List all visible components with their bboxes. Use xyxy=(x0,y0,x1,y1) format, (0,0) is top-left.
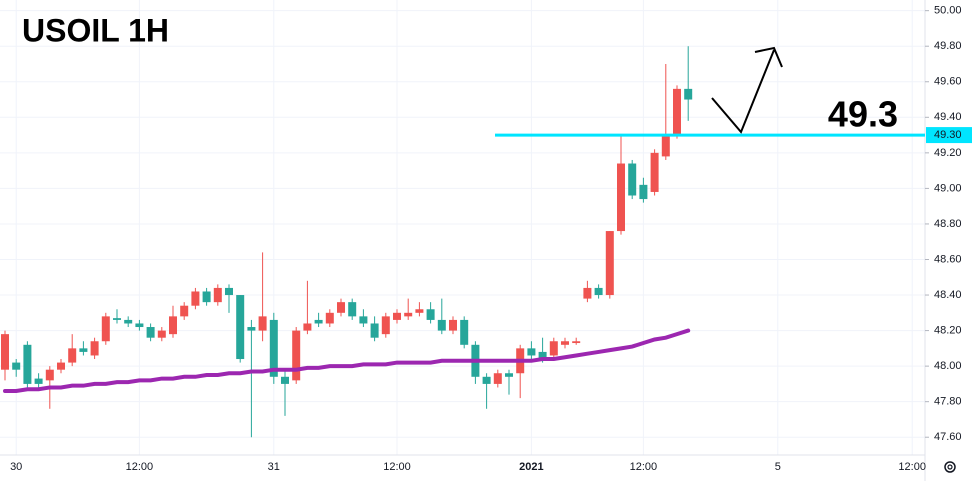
candle-body xyxy=(337,302,345,313)
candle-body xyxy=(359,316,368,324)
candle-body xyxy=(292,330,301,381)
candle-body xyxy=(180,305,189,317)
candle-body xyxy=(202,291,211,303)
y-tick-label: 49.20 xyxy=(934,147,962,159)
y-tick-label: 48.80 xyxy=(934,218,962,230)
y-tick-label: 47.80 xyxy=(934,396,962,408)
candle-body xyxy=(673,88,681,136)
y-tick-label: 49.40 xyxy=(934,111,962,123)
candle-body xyxy=(34,378,43,384)
candle-body xyxy=(437,319,446,331)
gear[interactable] xyxy=(944,461,956,473)
candle-body xyxy=(146,327,155,338)
candle-body xyxy=(684,88,693,100)
candle-body xyxy=(661,135,670,157)
candle-body xyxy=(460,319,469,345)
candle-body xyxy=(57,362,65,370)
x-tick-label: 12:00 xyxy=(126,461,154,473)
candle-body xyxy=(191,291,200,306)
x-tick-label: 31 xyxy=(268,461,280,473)
candle-body xyxy=(549,341,558,356)
candle-body xyxy=(370,323,379,338)
level-label: 49.30 xyxy=(934,129,962,141)
x-tick-label: 12:00 xyxy=(630,461,658,473)
candle-body xyxy=(236,295,245,360)
chart-title: USOIL 1H xyxy=(22,12,169,48)
y-tick-label: 48.60 xyxy=(934,253,962,265)
candle-body xyxy=(213,287,222,303)
y-tick-label: 49.80 xyxy=(934,40,962,52)
candle-body xyxy=(23,344,32,384)
candle-body xyxy=(381,316,390,335)
moving-average xyxy=(3,328,691,394)
y-tick-label: 49.60 xyxy=(934,76,962,88)
annotation: 49.3 xyxy=(828,94,898,135)
candle-body xyxy=(628,163,637,196)
candle-body xyxy=(258,316,267,331)
candle-body xyxy=(124,319,133,324)
x-tick-label: 5 xyxy=(775,461,781,473)
candle-body xyxy=(527,348,536,356)
x-tick-label: 30 xyxy=(10,461,22,473)
candle-body xyxy=(247,327,256,331)
y-tick-label: 50.00 xyxy=(934,5,962,17)
candle-body xyxy=(415,309,424,313)
candle-body xyxy=(617,163,625,232)
candle-body xyxy=(90,341,99,356)
y-tick-label: 48.40 xyxy=(934,289,962,301)
candle-body xyxy=(572,341,581,344)
candle-body xyxy=(605,231,614,296)
candle-body xyxy=(561,341,569,345)
candle-body xyxy=(1,334,9,370)
candle-body xyxy=(135,323,144,328)
candle-body xyxy=(269,319,278,377)
candle-body xyxy=(12,362,21,370)
x-tick-label: 12:00 xyxy=(383,461,411,473)
level-badge xyxy=(926,127,972,144)
candle-body xyxy=(314,319,323,324)
y-tick-label: 48.20 xyxy=(934,324,962,336)
candle-body xyxy=(639,184,648,200)
candle-body xyxy=(225,287,233,296)
candle-body xyxy=(101,316,110,342)
candle-body xyxy=(449,319,457,331)
y-tick-label: 47.60 xyxy=(934,431,962,443)
arrow-head xyxy=(754,46,783,68)
candle-body xyxy=(325,312,334,324)
candle-body xyxy=(482,376,491,384)
candle-body xyxy=(169,316,177,335)
candle-body xyxy=(505,373,513,377)
candle-body xyxy=(79,348,88,352)
candle-body xyxy=(404,312,413,317)
candle-body xyxy=(45,369,54,381)
arrow xyxy=(711,49,775,134)
candle-body xyxy=(538,351,547,360)
candle-body xyxy=(303,323,312,331)
candle-body xyxy=(594,287,603,296)
candle-body xyxy=(493,373,502,384)
x-tick-label: 2021 xyxy=(519,461,543,473)
candle-body xyxy=(68,348,77,363)
gear-center[interactable] xyxy=(947,464,953,470)
y-tick-label: 49.00 xyxy=(934,182,962,194)
candle-body xyxy=(348,302,357,317)
candle-body xyxy=(113,318,121,320)
x-tick-label: 12:00 xyxy=(898,461,926,473)
candle-body xyxy=(393,312,401,320)
candle-body xyxy=(281,376,289,384)
candle-body xyxy=(426,309,435,320)
candle-body xyxy=(583,287,592,299)
candle-body xyxy=(650,152,659,192)
settings-icon[interactable] xyxy=(944,461,956,473)
y-tick-label: 48.00 xyxy=(934,360,962,372)
candle-body xyxy=(157,330,166,338)
